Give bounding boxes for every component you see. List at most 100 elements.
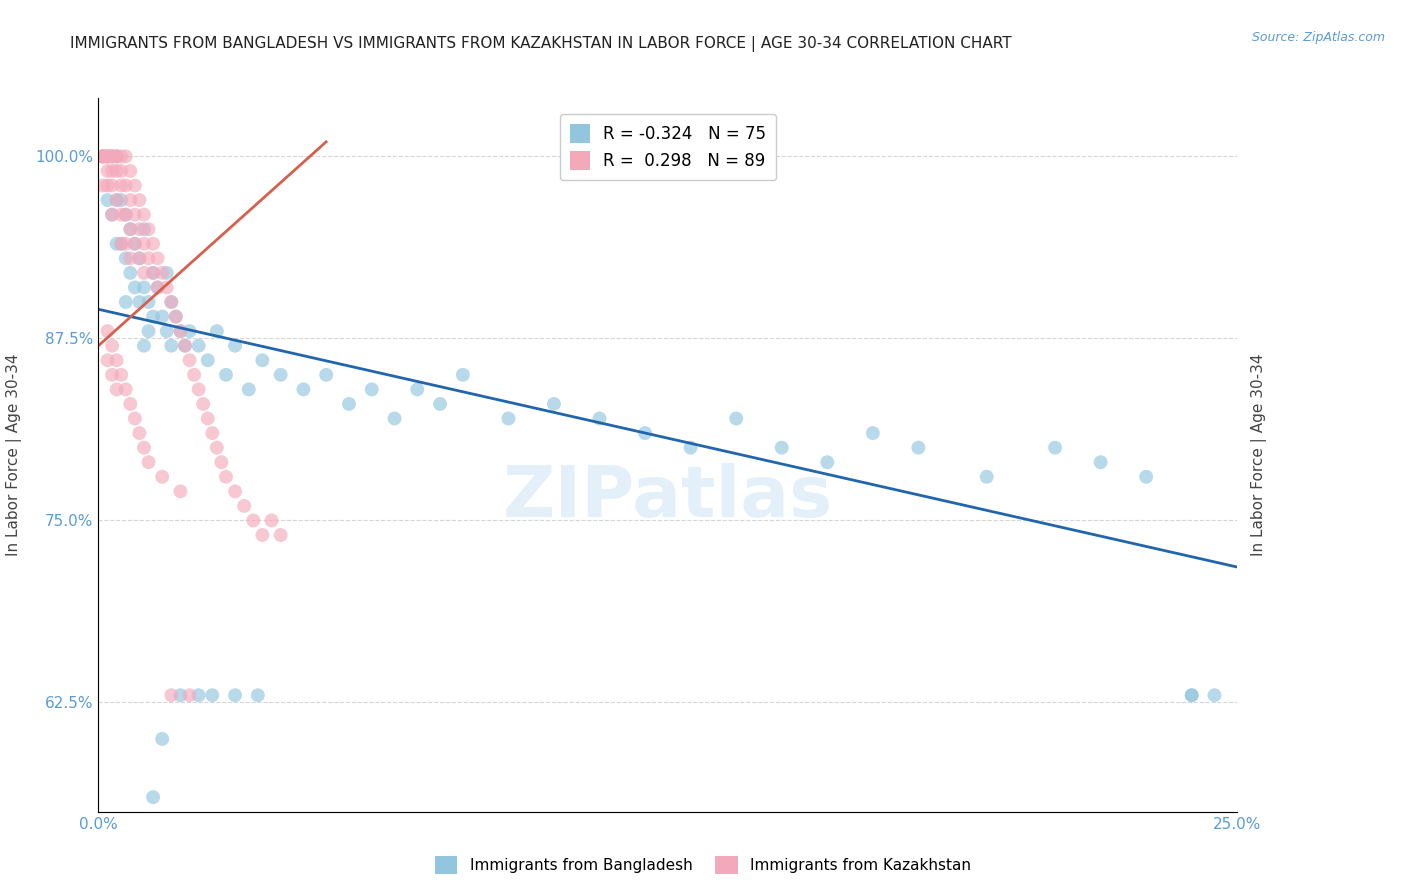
Point bbox=[142, 310, 165, 324]
Point bbox=[105, 193, 128, 207]
Point bbox=[907, 441, 929, 455]
Point bbox=[132, 222, 155, 236]
Point bbox=[114, 252, 136, 266]
Point bbox=[124, 236, 146, 251]
Point bbox=[110, 193, 132, 207]
Point bbox=[179, 688, 201, 702]
Point bbox=[114, 295, 136, 310]
Point bbox=[150, 266, 173, 280]
Point bbox=[169, 324, 191, 338]
Point bbox=[124, 178, 146, 193]
Point bbox=[156, 266, 179, 280]
Point bbox=[138, 295, 160, 310]
Point bbox=[384, 411, 406, 425]
Point bbox=[187, 339, 209, 353]
Point bbox=[110, 236, 132, 251]
Point bbox=[101, 208, 124, 222]
Point bbox=[498, 411, 520, 425]
Point bbox=[215, 368, 238, 382]
Point bbox=[233, 499, 256, 513]
Point bbox=[242, 513, 264, 527]
Point bbox=[1135, 469, 1157, 483]
Point bbox=[101, 178, 124, 193]
Point bbox=[1181, 688, 1204, 702]
Point bbox=[91, 149, 114, 163]
Point bbox=[114, 149, 136, 163]
Point bbox=[114, 383, 136, 397]
Point bbox=[174, 339, 197, 353]
Point bbox=[114, 208, 136, 222]
Point bbox=[101, 149, 124, 163]
Point bbox=[169, 324, 191, 338]
Point bbox=[429, 397, 451, 411]
Point bbox=[142, 236, 165, 251]
Point bbox=[201, 688, 224, 702]
Point bbox=[169, 688, 191, 702]
Point bbox=[132, 441, 155, 455]
Point bbox=[128, 426, 150, 441]
Point bbox=[1181, 688, 1204, 702]
Point bbox=[146, 252, 169, 266]
Point bbox=[150, 469, 173, 483]
Point bbox=[451, 368, 474, 382]
Point bbox=[91, 149, 114, 163]
Point bbox=[215, 469, 238, 483]
Point bbox=[160, 688, 183, 702]
Point bbox=[110, 178, 132, 193]
Point bbox=[197, 411, 219, 425]
Point bbox=[187, 383, 209, 397]
Point bbox=[120, 222, 142, 236]
Point bbox=[1043, 441, 1066, 455]
Point bbox=[588, 411, 610, 425]
Point bbox=[114, 236, 136, 251]
Point bbox=[128, 193, 150, 207]
Point bbox=[114, 208, 136, 222]
Point bbox=[128, 252, 150, 266]
Point bbox=[101, 164, 124, 178]
Legend: R = -0.324   N = 75, R =  0.298   N = 89: R = -0.324 N = 75, R = 0.298 N = 89 bbox=[560, 113, 776, 180]
Point bbox=[138, 252, 160, 266]
Point bbox=[120, 222, 142, 236]
Point bbox=[114, 178, 136, 193]
Point bbox=[252, 353, 274, 368]
Point bbox=[292, 383, 315, 397]
Point bbox=[91, 178, 114, 193]
Point bbox=[101, 149, 124, 163]
Point bbox=[150, 310, 173, 324]
Text: ZIPatlas: ZIPatlas bbox=[503, 463, 832, 533]
Point bbox=[150, 731, 173, 746]
Point bbox=[110, 368, 132, 382]
Point bbox=[770, 441, 793, 455]
Point bbox=[224, 688, 246, 702]
Point bbox=[146, 280, 169, 294]
Point bbox=[124, 280, 146, 294]
Point bbox=[96, 324, 118, 338]
Point bbox=[179, 324, 201, 338]
Point bbox=[96, 164, 118, 178]
Point bbox=[160, 295, 183, 310]
Point bbox=[1090, 455, 1112, 469]
Point bbox=[91, 149, 114, 163]
Point bbox=[205, 441, 228, 455]
Point bbox=[270, 528, 292, 542]
Point bbox=[91, 149, 114, 163]
Point bbox=[142, 790, 165, 805]
Point bbox=[142, 266, 165, 280]
Point bbox=[160, 339, 183, 353]
Point bbox=[105, 149, 128, 163]
Point bbox=[128, 295, 150, 310]
Point bbox=[110, 164, 132, 178]
Point bbox=[132, 280, 155, 294]
Point bbox=[183, 368, 205, 382]
Point bbox=[105, 236, 128, 251]
Point bbox=[138, 455, 160, 469]
Point bbox=[101, 208, 124, 222]
Point bbox=[120, 193, 142, 207]
Point bbox=[142, 266, 165, 280]
Point bbox=[179, 353, 201, 368]
Point bbox=[252, 528, 274, 542]
Point bbox=[187, 688, 209, 702]
Point bbox=[96, 193, 118, 207]
Point bbox=[91, 149, 114, 163]
Point bbox=[120, 397, 142, 411]
